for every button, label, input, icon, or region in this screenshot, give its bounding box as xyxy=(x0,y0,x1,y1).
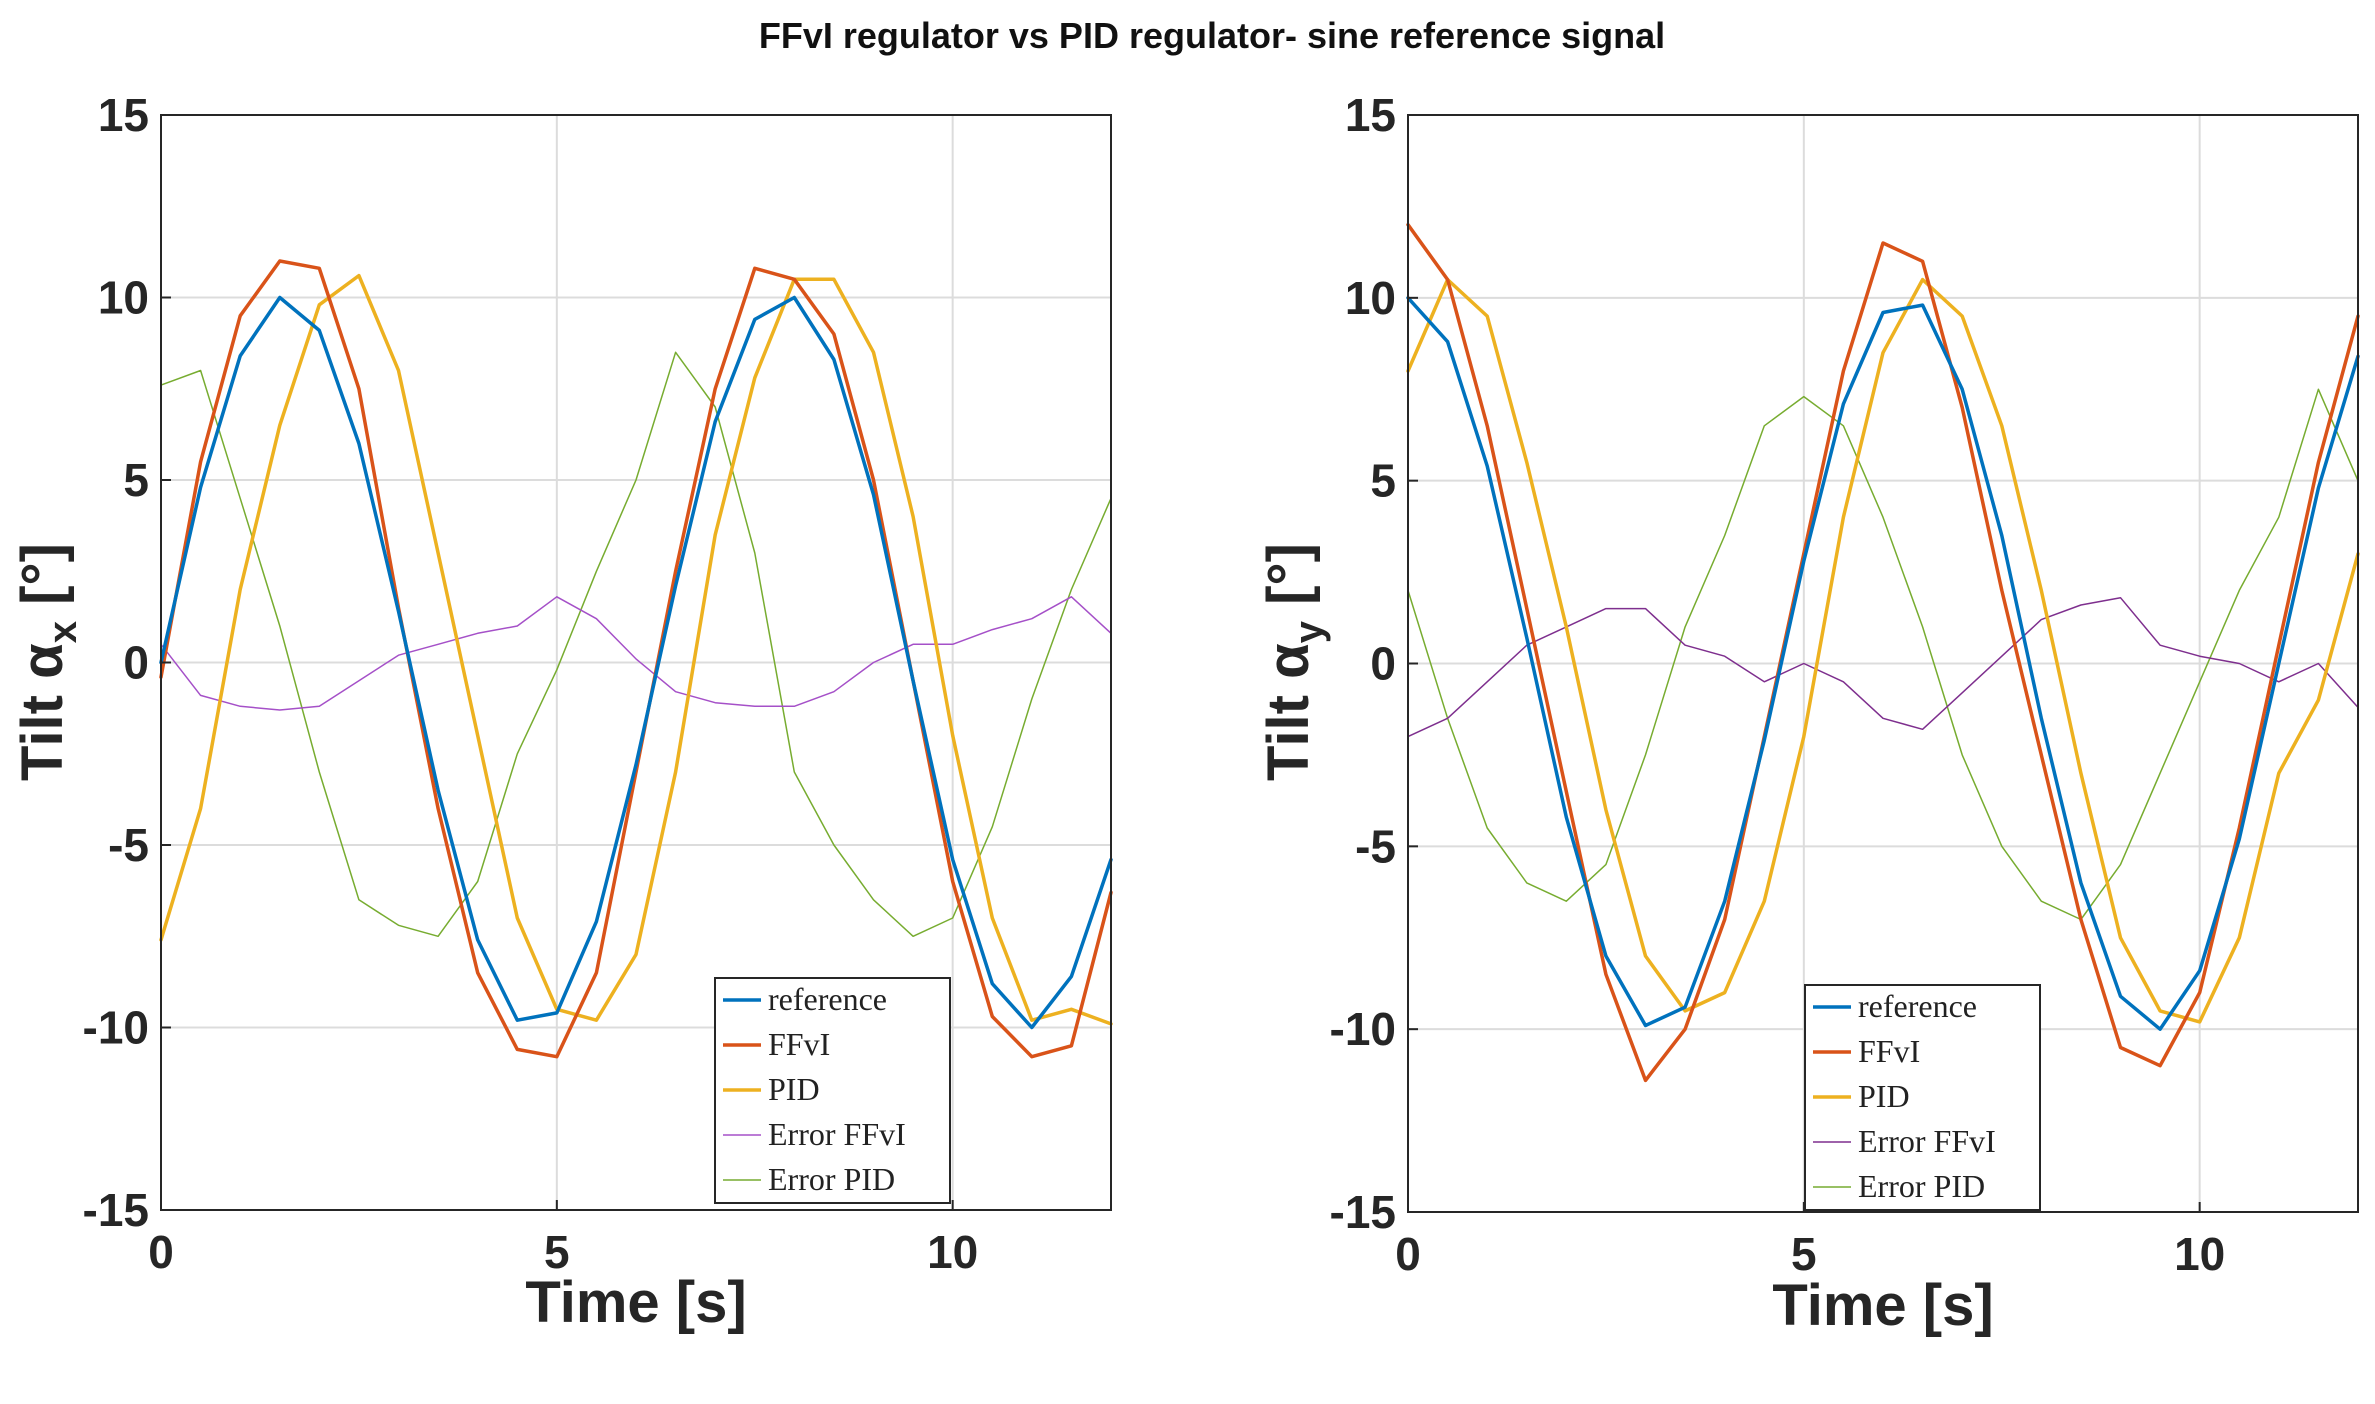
legend-box xyxy=(714,977,951,1204)
legend-label: FFvI xyxy=(768,1026,830,1062)
figure-title: FFvI regulator vs PID regulator- sine re… xyxy=(759,15,1665,56)
series-line-reference xyxy=(1406,296,2360,1031)
x-tick-label: 5 xyxy=(544,1226,570,1278)
x-tick-labels: 0 5 10 xyxy=(148,1200,978,1278)
y-axis-label-unit: [°] xyxy=(10,543,75,621)
y-tick-labels: 15 10 5 0 -5 -10 -15 xyxy=(83,89,171,1236)
series-line-error-pid xyxy=(1407,388,2359,921)
y-axis-label-subscript: y xyxy=(1287,620,1331,643)
legend-label: Error PID xyxy=(768,1161,895,1197)
y-axis-label-subscript: x xyxy=(41,621,85,643)
y-tick-label: -15 xyxy=(1330,1186,1396,1238)
x-tick-label: 10 xyxy=(927,1226,978,1278)
chart-panel-alpha-x: 15 10 5 0 -5 -10 -15 0 5 10 Time [s] Tilt αx [°]… xyxy=(10,89,1113,1335)
y-axis-label-unit: [°] xyxy=(1256,543,1321,621)
legend: reference FFvI PID Error FFvI Error PID xyxy=(714,977,951,1204)
legend-label: reference xyxy=(768,981,887,1017)
y-tick-label: -15 xyxy=(83,1184,149,1236)
series-line-error-ffvi xyxy=(160,596,1112,711)
series-line-ffvi xyxy=(1406,222,2360,1083)
x-axis-label: Time [s] xyxy=(1772,1273,1993,1338)
series-layer xyxy=(159,259,1113,1059)
x-tick-label: 10 xyxy=(2174,1228,2225,1280)
x-tick-labels: 0 5 10 xyxy=(1395,1202,2225,1280)
legend-label: PID xyxy=(768,1071,820,1107)
y-axis-label-main: Tilt α xyxy=(10,643,75,781)
y-tick-label: 5 xyxy=(1370,455,1396,507)
legend-label: Error FFvI xyxy=(768,1116,906,1152)
series-line-error-pid xyxy=(160,351,1112,938)
y-tick-label: -5 xyxy=(1355,820,1396,872)
legend-label: Error FFvI xyxy=(1858,1123,1996,1159)
y-tick-label: 10 xyxy=(1345,272,1396,324)
y-axis-label: Tilt αy [°] xyxy=(1256,543,1331,781)
legend-label: reference xyxy=(1858,988,1977,1024)
series-layer xyxy=(1406,222,2360,1083)
series-line-ffvi xyxy=(159,259,1113,1059)
y-tick-labels: 15 10 5 0 -5 -10 -15 xyxy=(1330,89,1418,1238)
y-tick-label: -10 xyxy=(1330,1003,1396,1055)
legend-label: Error PID xyxy=(1858,1168,1985,1204)
chart-panel-alpha-y: 15 10 5 0 -5 -10 -15 0 5 10 Time [s] Tilt αy [°]… xyxy=(1256,89,2360,1338)
x-tick-label: 0 xyxy=(148,1226,174,1278)
y-tick-label: 15 xyxy=(1345,89,1396,141)
y-axis-label: Tilt αx [°] xyxy=(10,543,85,781)
y-tick-label: -10 xyxy=(83,1002,149,1054)
y-axis-label-main: Tilt α xyxy=(1256,643,1321,781)
y-tick-label: 10 xyxy=(98,272,149,324)
legend-label: PID xyxy=(1858,1078,1910,1114)
series-line-pid xyxy=(159,273,1113,1026)
series-line-pid xyxy=(1406,277,2360,1024)
y-tick-label: 0 xyxy=(123,637,149,689)
legend: reference FFvI PID Error FFvI Error PID xyxy=(1804,984,2041,1211)
y-tick-label: 0 xyxy=(1370,638,1396,690)
y-tick-label: 15 xyxy=(98,89,149,141)
legend-label: FFvI xyxy=(1858,1033,1920,1069)
series-line-reference xyxy=(159,295,1113,1030)
y-tick-label: 5 xyxy=(123,454,149,506)
grid xyxy=(160,114,1111,1211)
x-tick-label: 0 xyxy=(1395,1228,1421,1280)
y-tick-label: -5 xyxy=(108,819,149,871)
x-axis-label: Time [s] xyxy=(525,1270,746,1335)
x-tick-label: 5 xyxy=(1791,1228,1817,1280)
